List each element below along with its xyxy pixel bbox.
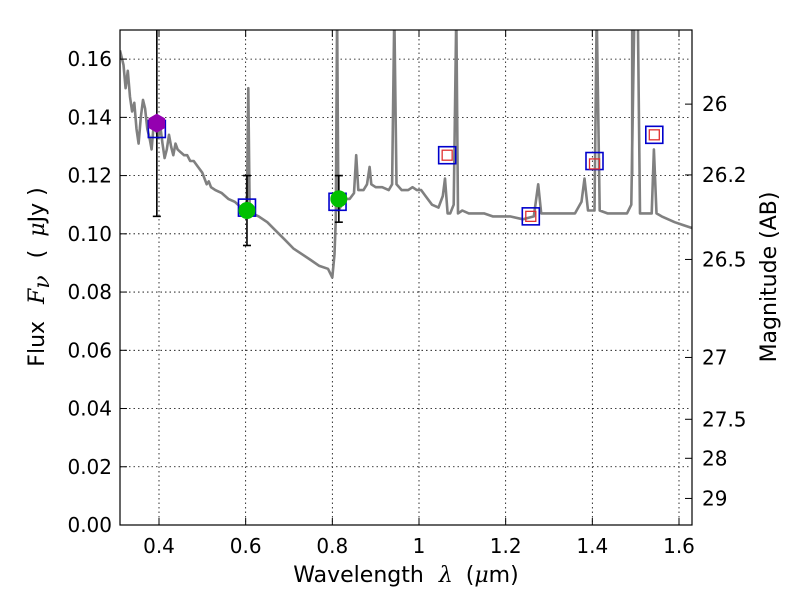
x-tick-label: 0.4 [143,534,175,558]
tick-layer: 0.4 0.6 0.8 1 1.2 1.4 1.6 0.00 0.02 0.04 0.06 0.08 0… [67,30,747,558]
y2-tick-label: 26.5 [702,247,747,271]
x-axis-symbol: λ [438,563,453,588]
x-tick-label: 1.4 [576,534,608,558]
y-tick-label: 0.12 [67,164,112,188]
plot-frame [119,29,693,526]
y-axis-unit-rest: Jy ) [25,187,50,224]
observed-point-i-band [330,190,348,208]
model-photometry-square [521,207,541,226]
x-tick-label: 1 [413,534,426,558]
model-photometry-square [437,145,457,165]
y-axis-symbol: F [25,288,50,305]
x-axis-label-prefix: Wavelength [293,563,424,588]
y2-tick-label: 26.2 [702,163,747,187]
observed-point-r-band [238,202,256,220]
y-tick-label: 0.04 [67,397,112,421]
y2-tick-label: 26 [702,92,727,116]
y-axis-unit-open: ( [25,250,50,259]
sed-spectrum-line [120,30,692,279]
x-axis-unit-mu: μ [474,563,488,588]
fit-photometry-square [441,149,453,161]
fit-photometry-square [648,129,660,141]
x-axis-unit-rest: m) [489,563,519,588]
y-axis-label: Flux Fν ( μJy ) [25,187,55,366]
y2-tick-label: 27.5 [702,407,747,431]
model-photometry-square [644,125,664,145]
y-tick-label: 0.10 [67,222,112,246]
y2-tick-label: 29 [702,486,727,510]
y2-tick-label: 28 [702,446,727,470]
y-tick-label: 0.08 [67,280,112,304]
y2-axis-label: Magnitude (AB) [757,192,782,363]
y-tick-label: 0.14 [67,105,112,129]
data-layer [120,30,692,279]
observed-point-u-band [148,113,166,133]
x-axis-label: Wavelength λ (μm) [293,563,518,588]
y-axis-unit-mu: μ [25,222,50,236]
y-tick-label: 0.16 [67,47,112,71]
y-axis-subscript: ν [30,275,55,288]
x-tick-label: 0.8 [316,534,348,558]
grid-lines [120,30,692,526]
fit-photometry-square [588,158,601,170]
fit-photometry-square [525,210,537,223]
y2-tick-label: 27 [702,345,727,369]
y-axis-label-prefix: Flux [25,321,50,367]
x-tick-label: 1.2 [490,534,522,558]
y-tick-label: 0.00 [67,513,112,537]
y-tick-label: 0.02 [67,455,112,479]
y-tick-label: 0.06 [67,338,112,362]
x-tick-label: 1.6 [663,534,695,558]
x-axis-unit-open: ( [466,563,475,588]
x-tick-label: 0.6 [230,534,262,558]
